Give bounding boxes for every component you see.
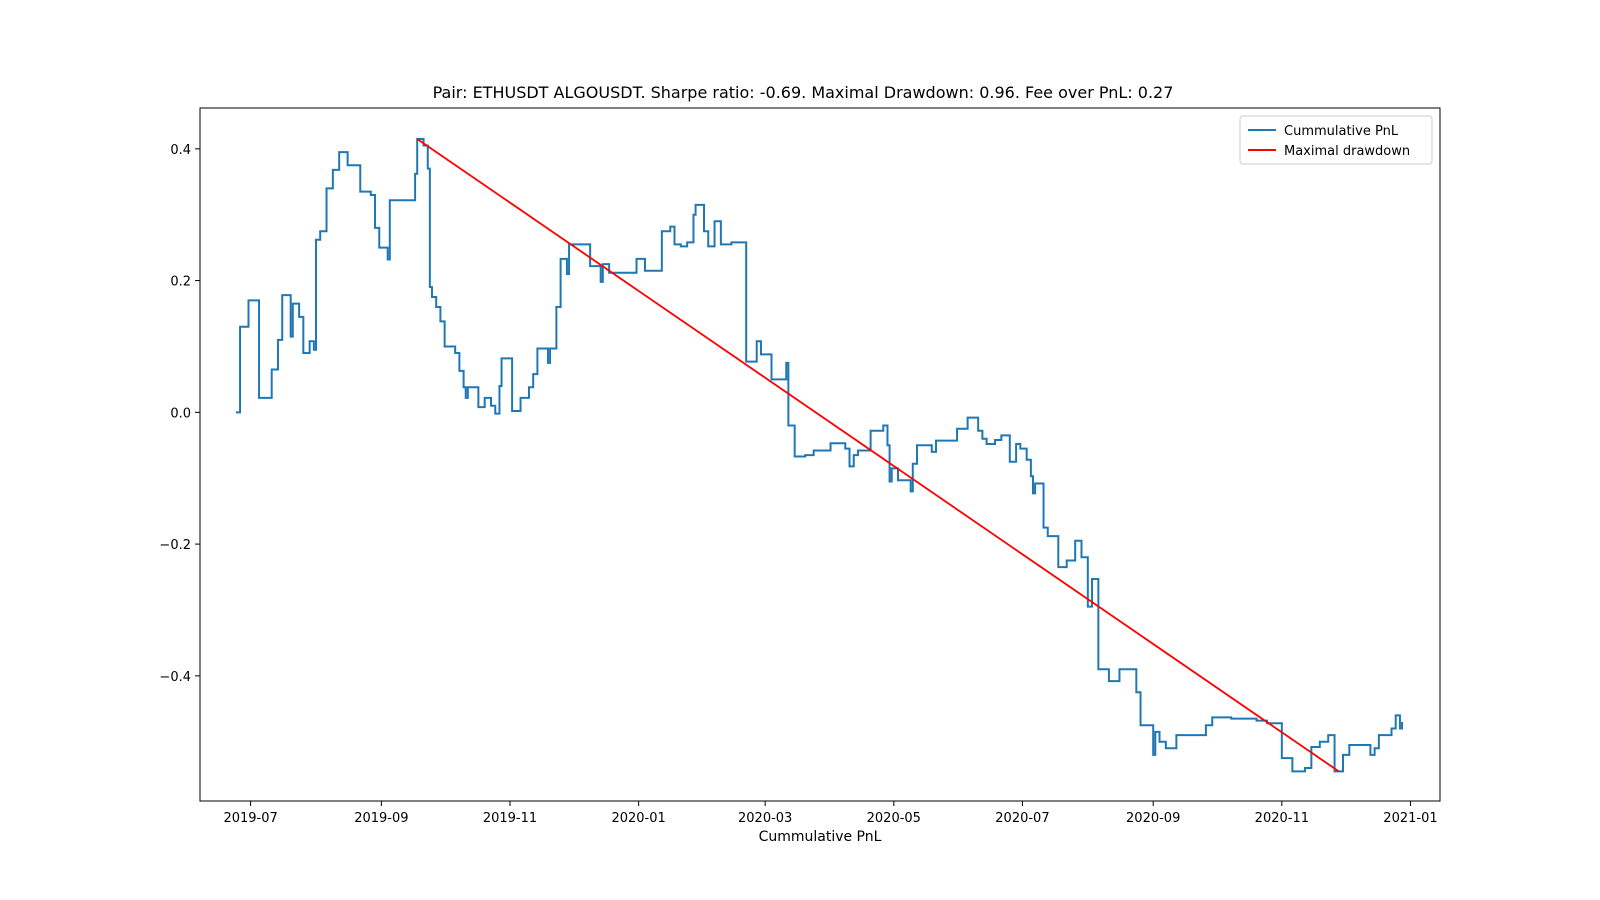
x-tick-label: 2019-11 bbox=[483, 811, 537, 826]
y-tick-label: −0.4 bbox=[159, 670, 191, 685]
chart-title: Pair: ETHUSDT ALGOUSDT. Sharpe ratio: -0… bbox=[433, 83, 1174, 102]
legend-box bbox=[1239, 115, 1433, 165]
y-tick-label: −0.2 bbox=[159, 538, 191, 553]
x-axis-label: Cummulative PnL bbox=[759, 829, 882, 845]
plot-area bbox=[235, 137, 1404, 773]
x-axis: 2019-07 2019-09 2019-11 2020-01 2020-03 2020-… bbox=[223, 801, 1438, 826]
x-tick-label: 2020-05 bbox=[867, 811, 921, 826]
x-tick-label: 2020-01 bbox=[611, 811, 665, 826]
maximal-drawdown-line bbox=[416, 138, 1340, 773]
x-tick-label: 2021-01 bbox=[1383, 811, 1437, 826]
y-tick-label: 0.0 bbox=[170, 406, 191, 421]
legend: Cummulative PnL Maximal drawdown bbox=[1239, 115, 1433, 165]
axes-frame bbox=[199, 107, 1441, 802]
legend-label: Cummulative PnL bbox=[1284, 124, 1399, 139]
y-tick-label: 0.2 bbox=[170, 275, 191, 290]
x-tick-label: 2020-09 bbox=[1126, 811, 1180, 826]
cumulative-pnl-line bbox=[235, 137, 1404, 773]
x-tick-label: 2020-11 bbox=[1255, 811, 1309, 826]
x-tick-label: 2019-07 bbox=[223, 811, 277, 826]
y-axis: 0.4 0.2 0.0 −0.2 −0.4 bbox=[159, 143, 200, 685]
x-tick-label: 2019-09 bbox=[354, 811, 408, 826]
legend-label: Maximal drawdown bbox=[1284, 144, 1410, 159]
x-tick-label: 2020-03 bbox=[738, 811, 792, 826]
x-tick-label: 2020-07 bbox=[995, 811, 1049, 826]
y-tick-label: 0.4 bbox=[170, 143, 191, 158]
